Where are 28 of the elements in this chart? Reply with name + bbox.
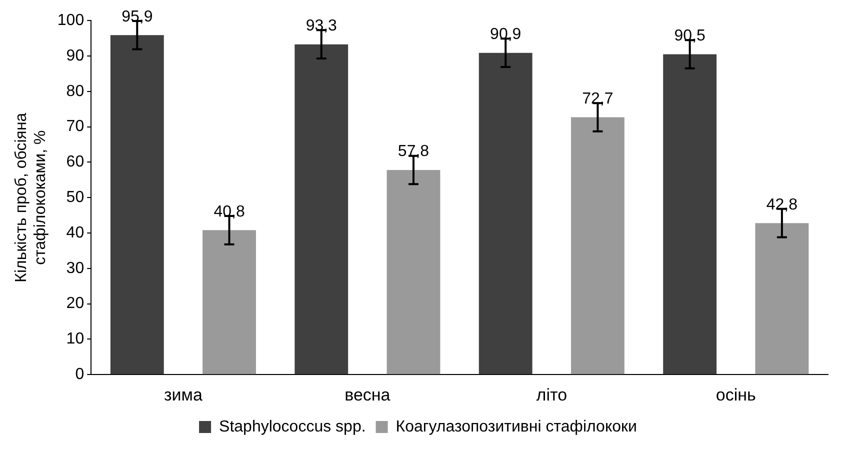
bar	[571, 117, 624, 374]
bar	[755, 223, 809, 374]
data-label: 57,8	[398, 143, 430, 160]
x-tick-label: зима	[164, 385, 203, 404]
legend-label: Staphylococcus spp.	[219, 418, 366, 436]
bar	[663, 54, 717, 374]
x-tick-label: весна	[344, 385, 391, 404]
y-tick-label: 60	[66, 154, 84, 171]
y-tick-label: 40	[66, 224, 84, 242]
bar	[110, 35, 164, 374]
y-tick-label: 80	[66, 82, 84, 100]
y-tick-label: 20	[66, 295, 84, 312]
bar	[294, 44, 348, 374]
bar	[202, 230, 256, 374]
y-tick-label: 50	[66, 189, 84, 206]
y-tick-label: 100	[57, 12, 84, 30]
y-tick-label: 90	[66, 47, 84, 64]
x-tick-label: осінь	[716, 385, 756, 404]
y-tick-label: 70	[66, 118, 84, 136]
y-axis-title: Кількість проб, обсіяна стафілококами, %	[13, 112, 50, 282]
x-tick-label: літо	[536, 385, 568, 404]
data-label: 90,9	[490, 26, 522, 44]
bar	[386, 170, 440, 374]
legend-label: Коагулазопозитивні стафілококи	[396, 418, 637, 436]
y-tick-label: 30	[66, 260, 84, 277]
y-tick-label: 10	[66, 330, 84, 348]
bar	[478, 52, 532, 374]
y-tick-label: 0	[75, 366, 84, 384]
